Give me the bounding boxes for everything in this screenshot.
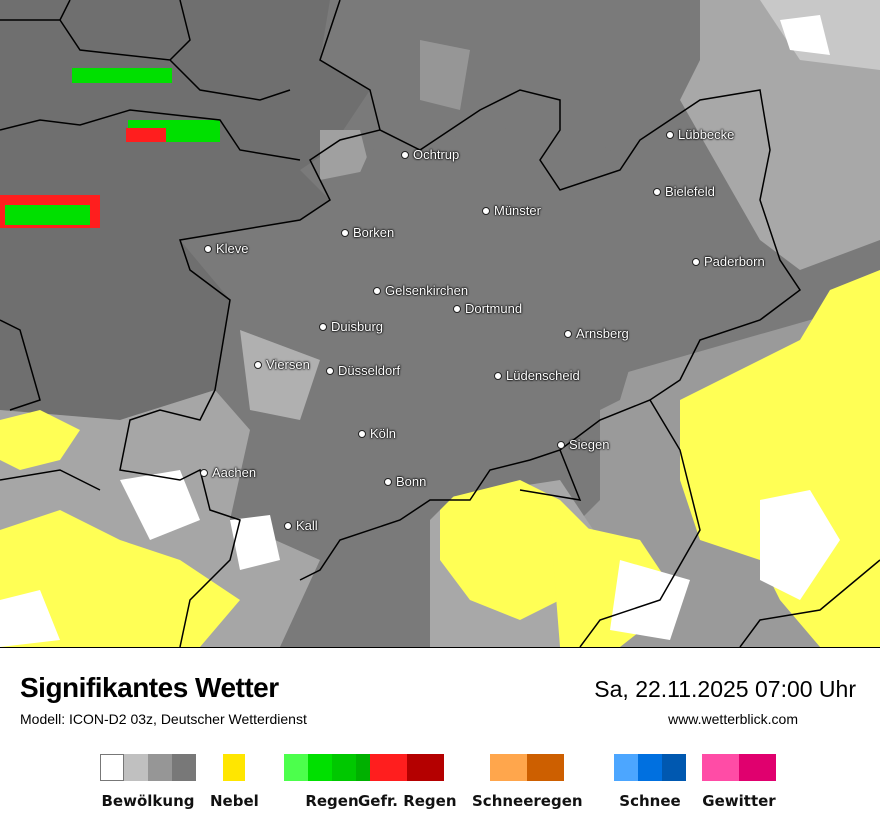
city-marker: Duisburg: [319, 319, 383, 334]
city-dot-icon: [284, 521, 292, 530]
weather-map: Lübbecke Ochtrup Bielefeld Münster Borke…: [0, 0, 880, 648]
fog-area: [0, 410, 80, 470]
legend-color-swatch: [527, 754, 565, 781]
city-dot-icon: [557, 440, 565, 449]
city-marker: Arnsberg: [564, 326, 629, 341]
forecast-datetime: Sa, 22.11.2025 07:00 Uhr: [594, 676, 856, 702]
legend-color-swatch: [490, 754, 528, 781]
city-marker: Aachen: [200, 465, 256, 480]
city-marker: Viersen: [254, 357, 310, 372]
city-marker: Münster: [482, 203, 541, 218]
legend-color-swatch: [702, 754, 739, 781]
clear-area: [610, 560, 690, 640]
city-dot-icon: [200, 468, 208, 477]
city-marker: Köln: [358, 426, 396, 441]
city-marker: Lüdenscheid: [494, 368, 580, 383]
city-dot-icon: [341, 228, 349, 237]
legend-swatch: [490, 754, 565, 781]
legend-swatch: [614, 754, 686, 781]
legend-item-schnee: Schnee: [614, 754, 686, 810]
city-dot-icon: [453, 304, 461, 313]
fog-area: [0, 510, 240, 647]
legend-item-nebel: Nebel: [210, 754, 259, 810]
borders: [0, 0, 880, 647]
city-marker: Dortmund: [453, 301, 522, 316]
city-marker: Lübbecke: [666, 127, 734, 142]
city-dot-icon: [692, 257, 700, 266]
city-dot-icon: [401, 150, 409, 159]
city-dot-icon: [494, 371, 502, 380]
clear-area: [760, 490, 840, 600]
clear-area: [0, 590, 60, 647]
cloud-layer-light: [320, 130, 370, 180]
legend-color-swatch: [638, 754, 662, 781]
clear-area: [120, 470, 200, 540]
cloud-layer-light: [680, 0, 880, 270]
legend-color-swatch: [100, 754, 124, 781]
city-dot-icon: [204, 244, 212, 253]
legend-item-gefr-regen: Gefr. Regen: [358, 754, 457, 810]
cloud-layer-light: [420, 40, 470, 110]
city-dot-icon: [319, 322, 327, 331]
legend-swatch: [702, 754, 776, 781]
city-marker: Paderborn: [692, 254, 765, 269]
clear-area: [230, 515, 280, 570]
freezing-rain-area: [126, 128, 166, 142]
legend-item-bewoelkung: Bewölkung: [100, 754, 196, 810]
legend-item-schneeregen: Schneeregen: [472, 754, 583, 810]
website-link[interactable]: www.wetterblick.com: [668, 711, 798, 727]
city-dot-icon: [482, 206, 490, 215]
legend-color-swatch: [124, 754, 148, 781]
legend-color-swatch: [148, 754, 172, 781]
city-marker: Gelsenkirchen: [373, 283, 468, 298]
legend-color-swatch: [370, 754, 408, 781]
cloud-layer-dark: [0, 0, 370, 420]
legend-swatch: [100, 754, 196, 781]
model-info: Modell: ICON-D2 03z, Deutscher Wetterdie…: [20, 711, 307, 727]
rain-area: [72, 68, 172, 83]
page-title: Signifikantes Wetter: [20, 672, 279, 703]
city-dot-icon: [326, 366, 334, 375]
legend-color-swatch: [739, 754, 776, 781]
legend: Bewölkung Nebel Regen Gefr. Regen Schnee…: [0, 754, 880, 814]
city-dot-icon: [358, 429, 366, 438]
city-dot-icon: [653, 187, 661, 196]
legend-color-swatch: [662, 754, 686, 781]
legend-item-gewitter: Gewitter: [702, 754, 776, 810]
city-marker: Kall: [284, 518, 318, 533]
city-dot-icon: [384, 477, 392, 486]
legend-color-swatch: [308, 754, 332, 781]
cloud-layer-medium: [320, 120, 660, 520]
legend-color-swatch: [223, 754, 246, 781]
city-dot-icon: [666, 130, 674, 139]
city-dot-icon: [254, 360, 262, 369]
city-marker: Bielefeld: [653, 184, 715, 199]
cloud-layer-light: [240, 330, 320, 420]
city-marker: Borken: [341, 225, 394, 240]
legend-color-swatch: [407, 754, 445, 781]
map-layers: [0, 0, 880, 647]
legend-color-swatch: [614, 754, 638, 781]
city-marker: Düsseldorf: [326, 363, 400, 378]
city-marker: Siegen: [557, 437, 609, 452]
legend-item-regen: Regen: [284, 754, 380, 810]
city-marker: Bonn: [384, 474, 426, 489]
city-marker: Kleve: [204, 241, 249, 256]
city-marker: Ochtrup: [401, 147, 459, 162]
legend-swatch: [370, 754, 445, 781]
legend-color-swatch: [284, 754, 308, 781]
rain-area: [5, 205, 90, 225]
legend-swatch: [223, 754, 246, 781]
legend-color-swatch: [332, 754, 356, 781]
legend-color-swatch: [172, 754, 196, 781]
city-dot-icon: [564, 329, 572, 338]
city-dot-icon: [373, 286, 381, 295]
cloud-layer-clear: [780, 15, 830, 55]
